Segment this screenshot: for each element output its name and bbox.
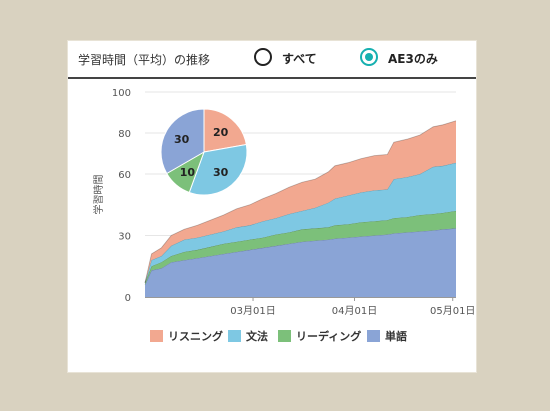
x-tick-label: 03月01日 — [230, 305, 275, 317]
study-time-card: 学習時間（平均）の推移 すべて AE3のみ 0 30 60 80 100 03月01日 04… — [67, 40, 477, 373]
area-reading — [145, 210, 456, 285]
area-grammar — [145, 162, 456, 283]
legend-swatch-vocab — [367, 330, 380, 342]
pie-slice-grammar — [188, 143, 248, 196]
card-title: 学習時間（平均）の推移 — [78, 53, 211, 67]
legend-label-vocab: 単語 — [385, 330, 407, 343]
legend-swatch-listening — [150, 330, 163, 342]
radio-ae3-only[interactable] — [360, 48, 378, 66]
x-tick-label: 05月01日 — [430, 305, 475, 317]
legend-swatch-reading — [278, 330, 291, 342]
legend-swatch-grammar — [228, 330, 241, 342]
area-edge-listening — [144, 120, 457, 283]
pie-label: 30 — [174, 133, 190, 146]
y-tick-label: 80 — [118, 129, 131, 140]
area-listening — [145, 120, 456, 283]
pie-label: 20 — [213, 126, 229, 139]
card-header: 学習時間（平均）の推移 すべて AE3のみ — [68, 41, 476, 79]
pie-label: 30 — [213, 166, 229, 179]
y-axis-label: 学習時間 — [92, 175, 105, 215]
study-time-chart: 0 30 60 80 100 03月01日 04月01日 05月01日 学習時間 20 30 10 30 — [92, 88, 475, 317]
radio-selected-dot — [365, 53, 373, 61]
radio-ae3-only-label[interactable]: AE3のみ — [388, 52, 438, 66]
pie-slice-listening — [203, 108, 247, 153]
chart-legend: リスニング 文法 リーディング 単語 — [68, 328, 476, 348]
pie-slice-vocab — [160, 108, 205, 175]
y-tick-label: 60 — [118, 170, 131, 181]
radio-all-label[interactable]: すべて — [282, 52, 317, 66]
pie-label: 10 — [180, 166, 196, 179]
y-tick-label: 100 — [112, 88, 131, 99]
y-tick-label: 0 — [125, 293, 131, 304]
radio-all[interactable] — [254, 48, 272, 66]
y-tick-label: 30 — [118, 232, 131, 243]
legend-label-grammar: 文法 — [246, 330, 268, 343]
area-vocab — [145, 228, 456, 297]
legend-label-listening: リスニング — [168, 330, 223, 343]
x-tick-label: 04月01日 — [332, 305, 377, 317]
legend-label-reading: リーディング — [296, 330, 362, 343]
